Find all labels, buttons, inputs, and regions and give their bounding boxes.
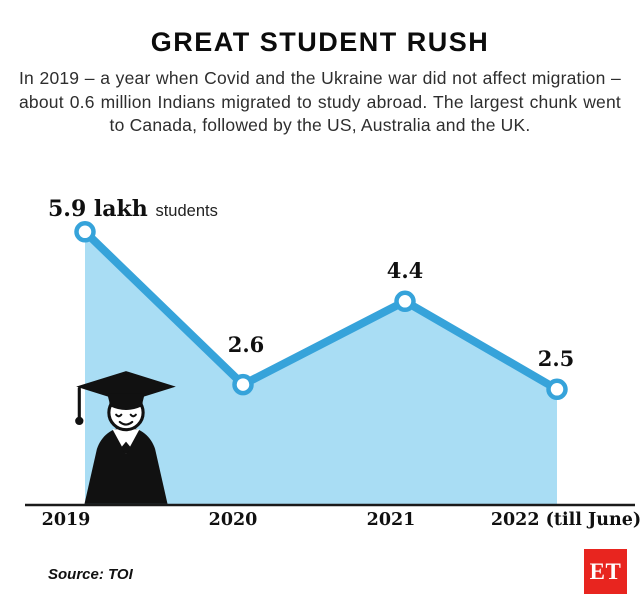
area-chart xyxy=(25,221,635,507)
data-label-2022: 2.5 xyxy=(537,346,575,371)
et-logo-text: ET xyxy=(589,558,622,584)
data-label-2019: 5.9 lakh students xyxy=(48,196,218,222)
x-axis-label-2022: 2022 (till June) xyxy=(490,510,640,530)
chart-area: 5.9 lakh students 2.6 4.4 2.5 2019 2020 … xyxy=(0,190,640,530)
subtitle-text: In 2019 – a year when Covid and the Ukra… xyxy=(19,68,621,135)
source-credit: Source: TOI xyxy=(48,566,133,583)
data-label-2019-unit: students xyxy=(155,202,218,220)
et-logo: ET xyxy=(584,549,627,594)
data-label-2020: 2.6 xyxy=(227,332,265,357)
x-axis-label-2020: 2020 xyxy=(208,510,258,530)
graduate-student-icon xyxy=(75,371,176,504)
data-label-2021: 4.4 xyxy=(386,258,424,283)
page-title: GREAT STUDENT RUSH xyxy=(150,27,490,57)
x-axis-label-2021: 2021 xyxy=(366,510,416,530)
x-axis-label-2019: 2019 xyxy=(41,510,91,530)
data-label-2019-value: 5.9 lakh xyxy=(48,196,148,222)
